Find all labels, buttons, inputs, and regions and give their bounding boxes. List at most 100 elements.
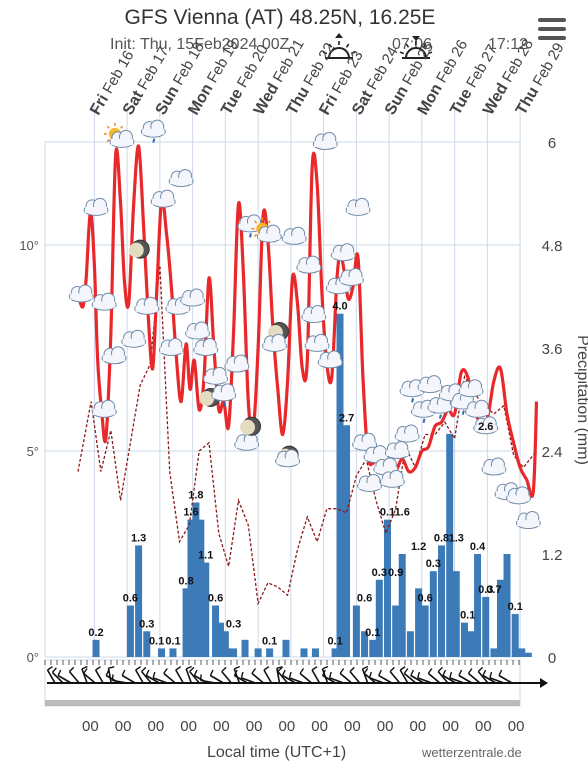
- cloud-icon: [394, 424, 420, 443]
- temperature-line: [76, 144, 539, 498]
- bottom-tick-label: 00: [246, 718, 263, 735]
- wind-barb-flag: [417, 671, 421, 679]
- precip-bar: [202, 562, 210, 657]
- wind-barb: [410, 674, 425, 684]
- bottom-tick-label: 00: [82, 718, 99, 735]
- precip-bar: [126, 605, 134, 657]
- wind-barb: [458, 674, 473, 684]
- wind-barb-flag: [322, 665, 329, 670]
- precip-bar: [406, 631, 414, 657]
- wind-barb: [200, 679, 216, 684]
- wind-barb-flag: [141, 666, 147, 673]
- precip-bar: [158, 648, 166, 657]
- wind-barb-flag: [437, 666, 444, 673]
- cloud-icon: [338, 267, 364, 286]
- cloud-rain-icon: [237, 214, 263, 238]
- wind-barb-flag: [299, 668, 305, 674]
- precip-value-label: 0.1: [165, 635, 180, 647]
- wind-barb-flag: [378, 669, 382, 676]
- precip-bar: [361, 631, 369, 657]
- wind-barb-flag: [81, 665, 88, 670]
- wind-barb: [339, 672, 353, 684]
- wind-barb: [83, 672, 96, 684]
- wind-barb: [175, 669, 184, 684]
- precip-tick-label: 0: [548, 650, 556, 667]
- credit-link[interactable]: wetterzentrale.de: [422, 745, 522, 760]
- precip-value-label: 2.7: [339, 412, 354, 424]
- cloud-rain-icon: [427, 395, 453, 419]
- cloud-rain-icon: [140, 119, 166, 143]
- wind-barb: [121, 674, 136, 684]
- wind-barb-flag: [108, 666, 115, 669]
- wind-barb-flag: [263, 666, 270, 671]
- wind-barb: [51, 671, 64, 684]
- wind-barb: [489, 677, 505, 684]
- bottom-tick-label: 00: [115, 718, 132, 735]
- wind-barb-flag: [105, 669, 110, 676]
- precip-bar: [331, 648, 339, 657]
- init-time: Init: Thu, 15Feb2024 00Z: [110, 36, 290, 53]
- cloud-icon: [384, 441, 410, 459]
- wind-barb-flag: [489, 671, 493, 679]
- precip-bar: [503, 554, 511, 657]
- precip-bar: [187, 519, 195, 657]
- bottom-tick-label: 00: [344, 718, 361, 735]
- precip-value-label: 1.8: [188, 490, 203, 502]
- precip-tick-label: 4.8: [542, 238, 563, 255]
- moon-icon: [128, 239, 150, 259]
- bottom-tick-label: 00: [475, 718, 492, 735]
- cloud-icon: [281, 226, 307, 245]
- wind-barb: [482, 674, 497, 684]
- precip-bar: [383, 519, 391, 657]
- wind-barb: [134, 669, 144, 684]
- precip-bar: [452, 571, 460, 657]
- cloud-icon: [180, 288, 206, 307]
- precip-bar: [511, 614, 519, 657]
- precip-bar: [375, 579, 383, 657]
- wind-barb: [282, 674, 296, 684]
- wind-barb-flag: [121, 669, 126, 676]
- precip-value-label: 0.1: [149, 635, 164, 647]
- hamburger-menu-icon[interactable]: [538, 18, 566, 40]
- wind-barb: [399, 669, 409, 684]
- wind-barb-flag: [368, 671, 372, 679]
- wind-barb-flag: [163, 668, 168, 674]
- x-axis-label: Local time (UTC+1): [207, 744, 347, 761]
- cloud-rain-icon: [211, 383, 237, 407]
- precip-value-label: 4.0: [332, 301, 347, 313]
- cloud-icon: [83, 197, 109, 216]
- cloud-icon: [203, 366, 229, 385]
- wind-barb-flag: [449, 671, 453, 679]
- wind-barb-flag: [349, 666, 355, 673]
- precip-bar: [421, 605, 429, 657]
- precip-bar: [474, 554, 482, 657]
- precip-bar: [216, 622, 224, 657]
- precip-bar: [266, 648, 274, 657]
- precip-value-label: 0.9: [388, 567, 403, 579]
- wind-barb: [233, 668, 241, 684]
- wind-barb: [311, 669, 321, 684]
- precip-value-label: 0.1: [262, 635, 277, 647]
- precip-bar: [225, 648, 233, 657]
- precip-bar: [429, 571, 437, 657]
- precip-value-label: 0.1: [508, 601, 523, 613]
- cloud-icon: [379, 469, 405, 488]
- wind-barb-flag: [458, 669, 463, 676]
- wind-barb: [81, 668, 88, 684]
- sunset-icon: [399, 36, 433, 59]
- wind-barb-flag: [321, 669, 326, 676]
- wind-barb-flag: [68, 666, 75, 673]
- cloud-icon: [185, 321, 211, 340]
- precip-value-label: 0.6: [418, 593, 433, 605]
- wind-barb: [378, 674, 393, 684]
- wind-barb: [449, 677, 465, 684]
- wind-barb: [241, 677, 256, 684]
- wind-bottom-strip: [45, 700, 520, 706]
- wind-barb-flag: [152, 671, 156, 679]
- precip-axis-label: Precipitation (mm): [574, 335, 588, 465]
- wind-barb: [189, 670, 200, 684]
- wind-barb-flag: [83, 668, 88, 674]
- wind-barb: [152, 677, 168, 684]
- wind-barb: [322, 674, 337, 684]
- cloud-icon: [262, 333, 287, 352]
